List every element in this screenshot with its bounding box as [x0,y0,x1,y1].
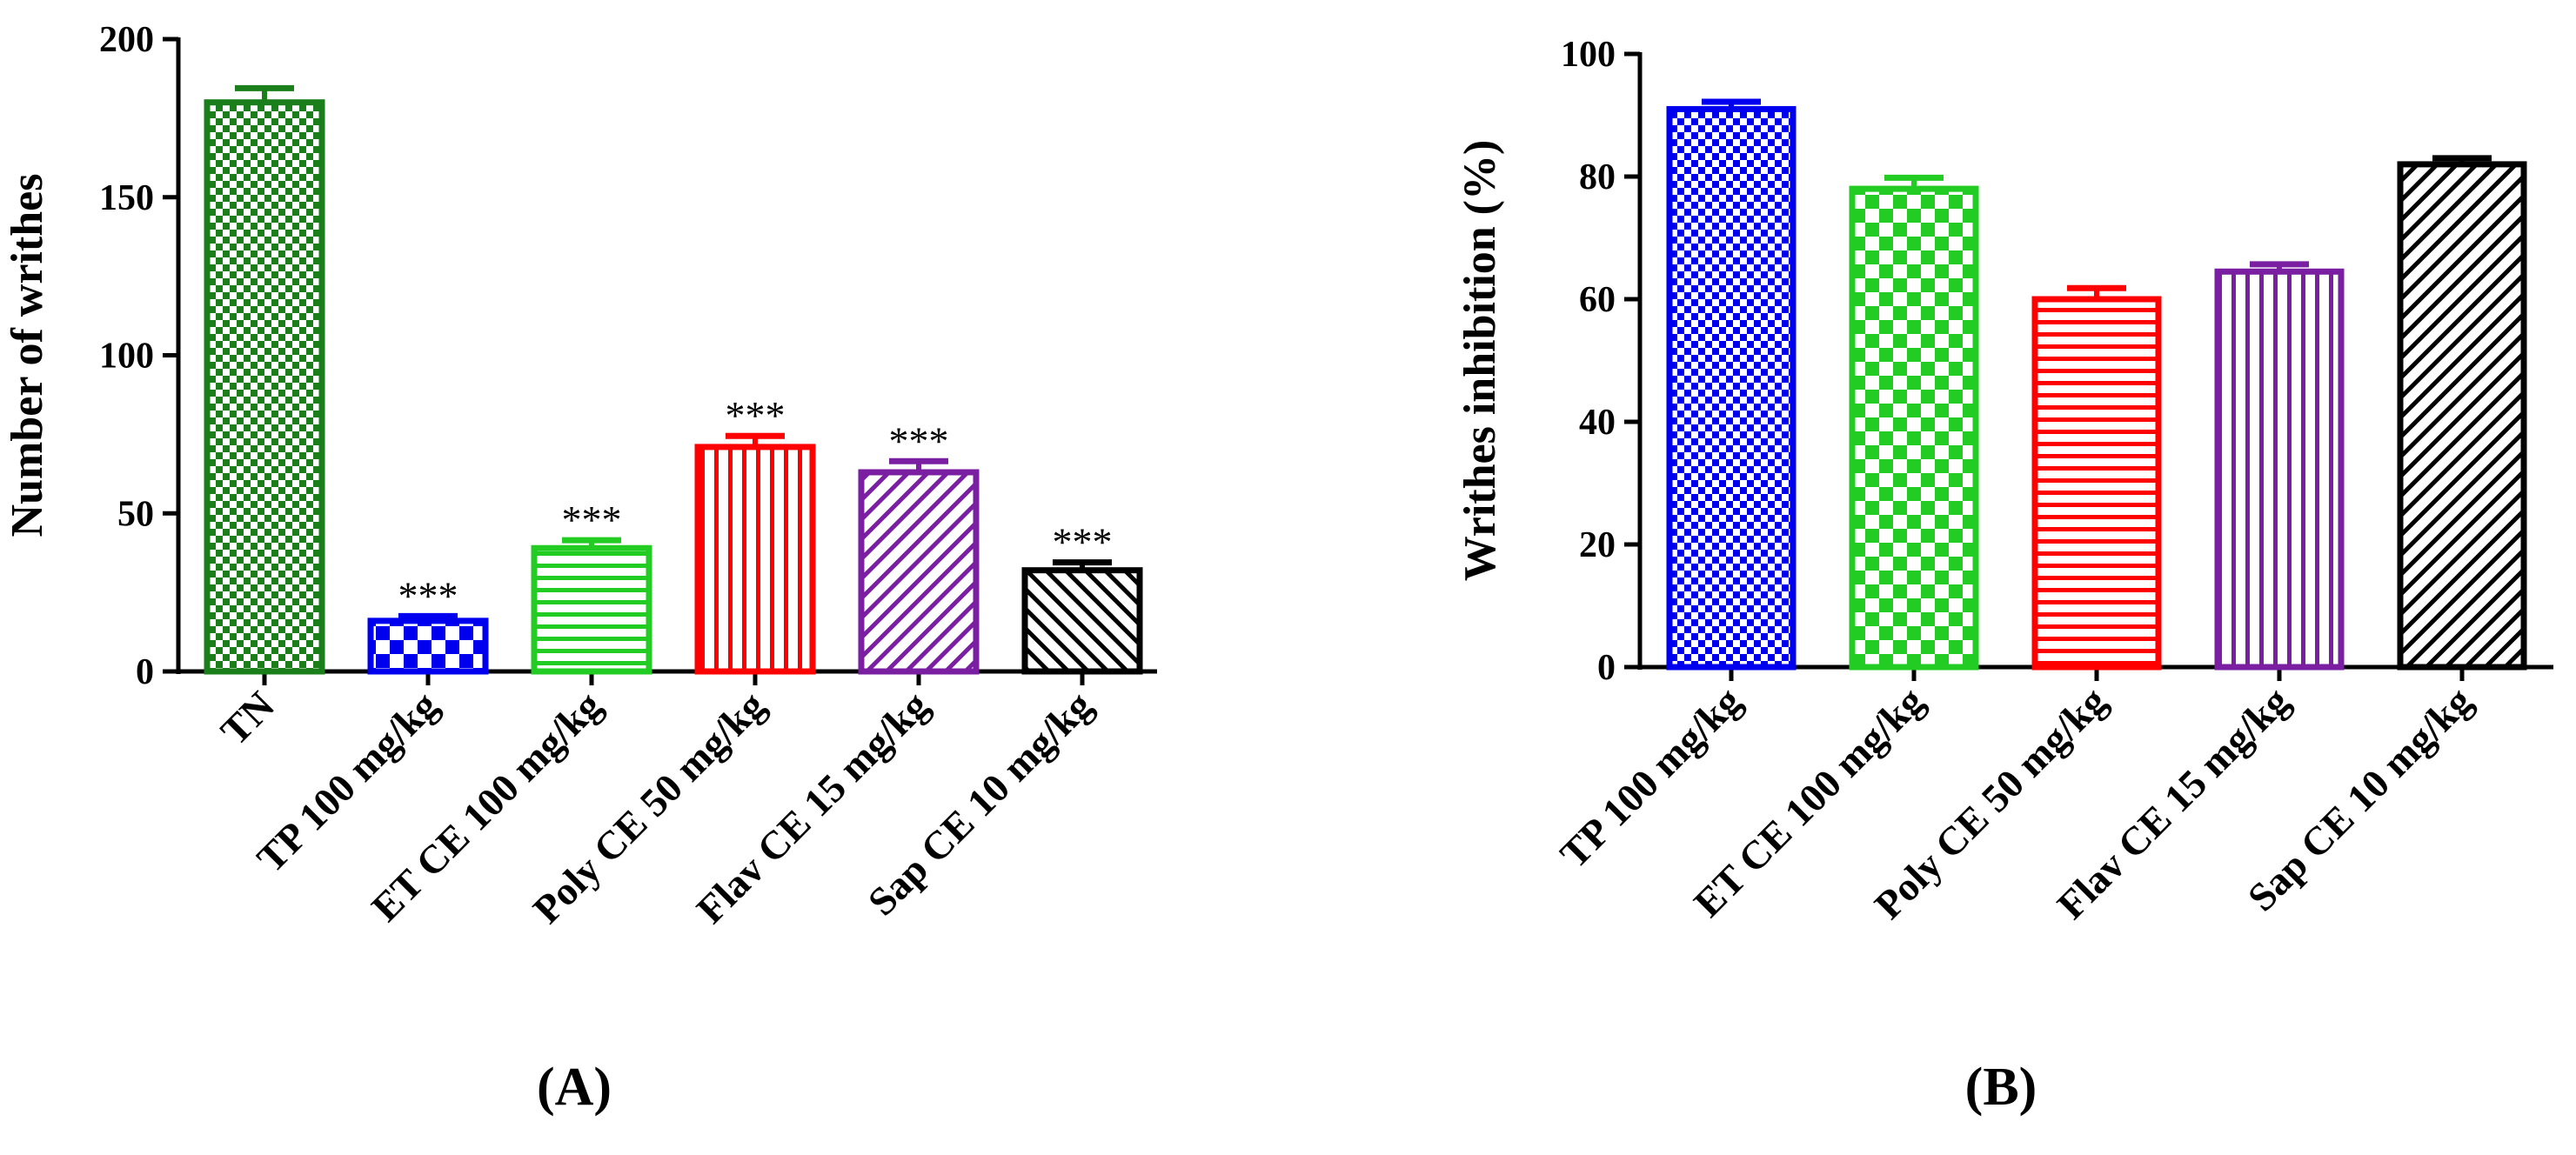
significance-label: *** [889,418,949,463]
significance-label: *** [562,497,622,542]
bar-flav-ce-15-mg-kg [2214,268,2345,671]
bar-tp-100-mg-kg [1666,105,1797,671]
bar-sap-ce-10-mg-kg [2397,161,2527,671]
significance-label: *** [1053,520,1113,564]
y-tick-label: 100 [99,337,154,377]
bar-et-ce-100-mg-kg [531,544,652,675]
y-tick-label: 40 [1579,403,1616,443]
x-tick-label: TN [212,683,283,753]
y-tick-label: 200 [99,20,154,60]
panel-label: (B) [1965,1058,2037,1117]
y-axis-label: Writhes inhibition (%) [1455,140,1505,582]
bar-tn [204,99,325,675]
bar-poly-ce-50-mg-kg [2031,296,2162,671]
y-tick-label: 100 [1561,35,1616,75]
x-tick-label: TP 100 mg/kg [1551,678,1750,877]
bar-et-ce-100-mg-kg [1849,185,1979,671]
bar-poly-ce-50-mg-kg [694,444,816,675]
significance-label: *** [398,573,458,618]
bar-sap-ce-10-mg-kg [1021,567,1143,675]
y-tick-label: 50 [117,494,154,534]
panel-label: (A) [537,1058,612,1117]
y-tick-label: 0 [1597,648,1616,688]
y-tick-label: 150 [99,178,154,218]
y-tick-label: 0 [136,652,154,692]
y-tick-label: 60 [1579,280,1616,320]
y-axis-label: Number of writhes [3,174,52,537]
y-tick-label: 20 [1579,525,1616,565]
bar-flav-ce-15-mg-kg [858,469,980,675]
chart-panel-b: 0 20 40 60 80 100 Writhes inhibition (%) TP 100… [1455,35,2553,1117]
y-tick-label: 80 [1579,157,1616,197]
significance-label: *** [726,393,786,437]
bar-tp-100-mg-kg [367,618,489,675]
